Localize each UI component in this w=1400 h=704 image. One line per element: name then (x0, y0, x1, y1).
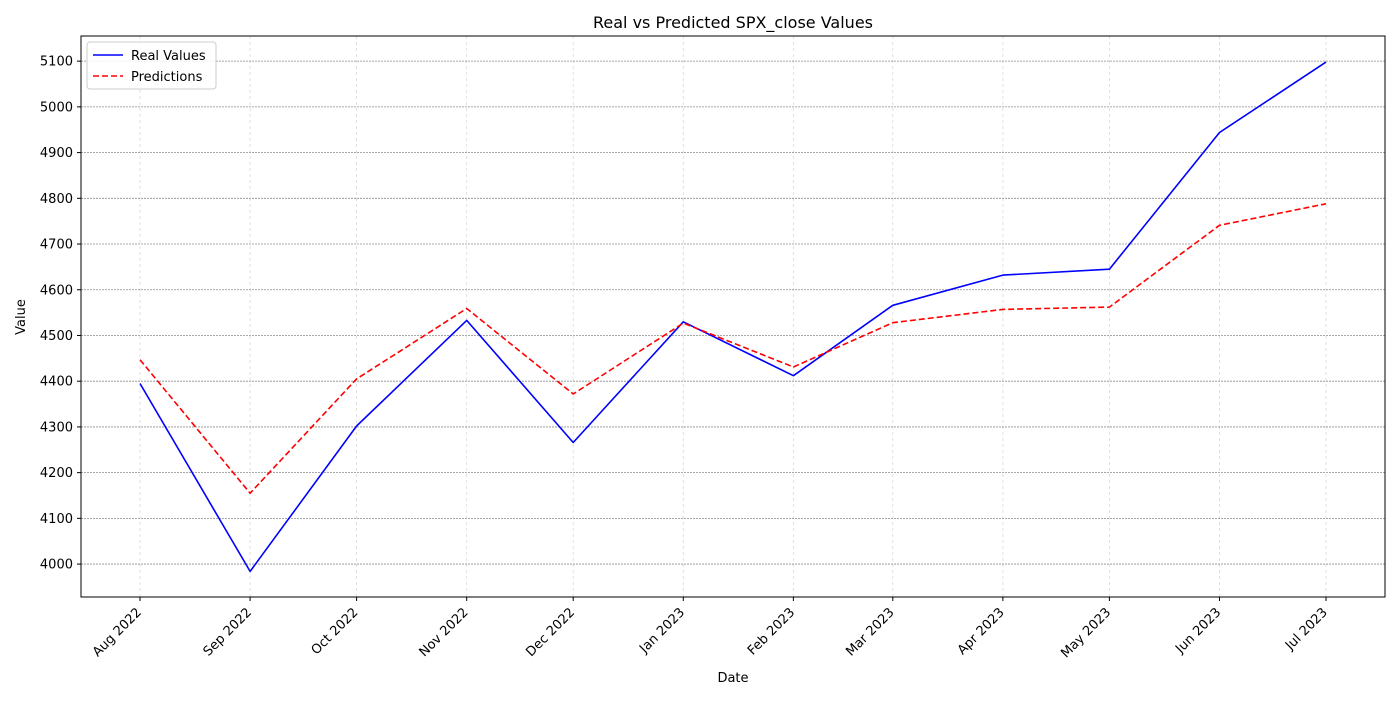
x-tick-label: Aug 2022 (90, 605, 145, 660)
x-tick-label: Dec 2022 (523, 605, 578, 660)
x-axis: Aug 2022 Sep 2022 Oct 2022 Nov 2022 Dec 2022… (90, 597, 1331, 661)
x-tick-label: Apr 2023 (955, 605, 1008, 658)
chart-title: Real vs Predicted SPX_close Values (593, 13, 873, 33)
y-tick-label: 4900 (40, 146, 73, 161)
x-tick-label: Jul 2023 (1282, 605, 1331, 654)
x-tick-label: Oct 2022 (309, 605, 362, 658)
x-tick-label: Feb 2023 (745, 605, 798, 658)
x-tick-label: Nov 2022 (417, 605, 472, 660)
legend: Real Values Predictions (86, 41, 217, 90)
y-tick-label: 4400 (40, 375, 73, 390)
legend-box (86, 41, 217, 90)
x-axis-title: Date (717, 671, 748, 686)
y-axis: 4000 4100 4200 4300 4400 4500 4600 4700 4800 4900… (40, 55, 81, 573)
y-tick-label: 4500 (40, 329, 73, 344)
y-tick-label: 4600 (40, 283, 73, 298)
y-axis-title: Value (14, 299, 29, 335)
x-tick-label: Sep 2022 (201, 605, 255, 659)
series-line-predictions (139, 203, 1327, 495)
x-tick-label: Mar 2023 (843, 605, 897, 659)
x-tick-label: May 2023 (1058, 605, 1114, 661)
series-line-real (139, 61, 1327, 573)
x-tick-label: Jun 2023 (1172, 605, 1224, 657)
y-tick-label: 5100 (40, 55, 73, 70)
y-tick-label: 4000 (40, 558, 73, 573)
y-tick-label: 5000 (40, 100, 73, 115)
legend-label-real: Real Values (131, 49, 206, 64)
y-tick-label: 4300 (40, 420, 73, 435)
y-tick-label: 4800 (40, 192, 73, 207)
grid (81, 36, 1385, 597)
series-layer (139, 61, 1327, 573)
y-tick-label: 4200 (40, 466, 73, 481)
y-tick-label: 4100 (40, 512, 73, 527)
y-tick-label: 4700 (40, 238, 73, 253)
plot-frame (80, 35, 1386, 598)
x-tick-label: Jan 2023 (636, 605, 688, 657)
legend-label-predictions: Predictions (131, 70, 203, 85)
